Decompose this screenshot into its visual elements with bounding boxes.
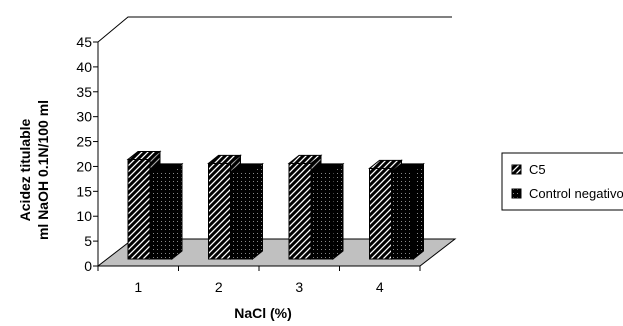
y-tick-label: 5	[84, 233, 92, 249]
y-tick-group: 0 5 10 15 20 25 30 35 40 45	[76, 34, 98, 274]
y-axis-title-line-1: Acidez titulable	[17, 118, 33, 221]
x-axis-title: NaCl (%)	[234, 305, 292, 321]
bar-control-negativo-1	[148, 162, 184, 261]
y-tick-label: 10	[76, 208, 92, 224]
legend-label-control-negativo: Control negativo	[529, 186, 623, 201]
y-axis-title-line-2: ml NaOH 0.1N/100 ml	[35, 100, 51, 240]
y-tick-label: 15	[76, 183, 92, 199]
y-tick-label: 45	[76, 34, 92, 50]
bar-control-negativo-4	[390, 162, 425, 261]
x-tick-group: 1 2 3 4	[97, 266, 421, 295]
legend-swatch-control-negativo	[511, 188, 522, 199]
y-tick-label: 25	[76, 134, 92, 150]
y-tick-label: 40	[76, 59, 92, 75]
legend: C5 Control negativo	[501, 152, 623, 211]
x-tick-label: 3	[295, 279, 303, 295]
bar-control-negativo-3	[309, 162, 345, 261]
x-tick-label: 2	[215, 279, 223, 295]
legend-label-c5: C5	[529, 162, 546, 177]
legend-swatch-c5	[511, 164, 522, 175]
x-tick-label: 1	[134, 279, 142, 295]
bar-control-negativo-2	[229, 162, 264, 261]
y-tick-label: 20	[76, 158, 92, 174]
plot-frame	[97, 16, 452, 43]
y-tick-label: 0	[84, 258, 92, 274]
x-tick-label: 4	[376, 279, 384, 295]
bar-group	[126, 150, 425, 261]
y-tick-label: 35	[76, 84, 92, 100]
legend-box	[501, 152, 623, 211]
back-wall-edge	[97, 16, 452, 43]
y-tick-label: 30	[76, 109, 92, 125]
